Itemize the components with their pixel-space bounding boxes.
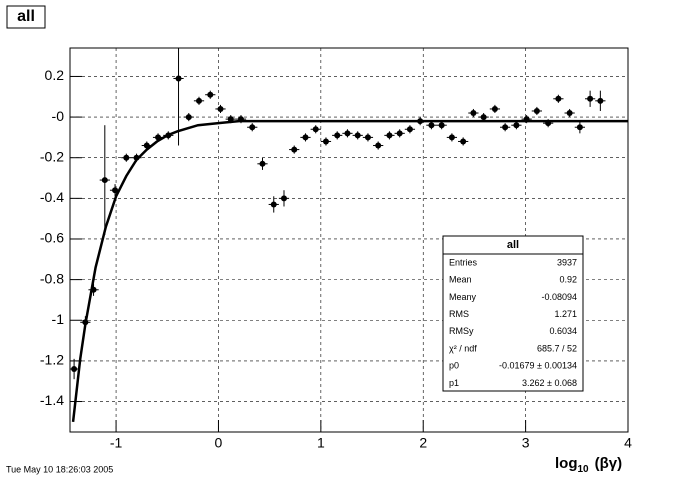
stats-label: χ² / ndf bbox=[449, 343, 477, 353]
data-point bbox=[354, 132, 361, 139]
stats-label: Mean bbox=[449, 275, 472, 285]
data-point bbox=[396, 130, 403, 137]
data-point bbox=[438, 122, 445, 129]
data-point bbox=[576, 124, 583, 131]
data-point bbox=[185, 114, 192, 121]
data-point bbox=[597, 97, 604, 104]
title-box bbox=[6, 5, 46, 29]
x-label-main: log bbox=[555, 455, 578, 472]
data-point bbox=[175, 75, 182, 82]
data-point bbox=[217, 105, 224, 112]
y-tick-label: -1.2 bbox=[40, 352, 64, 368]
x-label-rest: (βγ) bbox=[595, 455, 623, 472]
stats-value: -0.01679 ± 0.00134 bbox=[499, 361, 577, 371]
x-tick-label: 3 bbox=[522, 435, 530, 451]
stats-label: RMS bbox=[449, 309, 469, 319]
data-point bbox=[513, 122, 520, 129]
stats-label: p0 bbox=[449, 361, 459, 371]
data-point bbox=[112, 187, 119, 194]
data-point bbox=[334, 132, 341, 139]
stats-label: p1 bbox=[449, 378, 459, 388]
data-point bbox=[71, 366, 78, 373]
data-point bbox=[249, 124, 256, 131]
data-point bbox=[312, 126, 319, 133]
x-tick-label: -1 bbox=[110, 435, 123, 451]
data-point bbox=[280, 195, 287, 202]
stats-label: Entries bbox=[449, 257, 478, 267]
x-tick-label: 4 bbox=[624, 435, 632, 451]
data-point bbox=[533, 107, 540, 114]
fit-curve bbox=[71, 119, 628, 422]
data-point bbox=[480, 114, 487, 121]
x-axis-label: log10 (βγ) bbox=[555, 455, 622, 475]
data-point bbox=[322, 138, 329, 145]
data-point bbox=[448, 134, 455, 141]
data-point bbox=[270, 201, 277, 208]
data-point bbox=[344, 130, 351, 137]
plot-area bbox=[70, 48, 628, 422]
data-point bbox=[566, 110, 573, 117]
data-point bbox=[428, 122, 435, 129]
stats-value: 3.262 ± 0.068 bbox=[522, 378, 577, 388]
data-point bbox=[491, 105, 498, 112]
y-tick-label: -1.4 bbox=[40, 392, 64, 408]
data-point bbox=[502, 124, 509, 131]
stats-value: 0.6034 bbox=[549, 326, 577, 336]
y-tick-label: -0 bbox=[52, 108, 65, 124]
stats-value: 0.92 bbox=[559, 275, 577, 285]
x-label-sub: 10 bbox=[578, 464, 590, 475]
data-point bbox=[555, 95, 562, 102]
y-tick-label: -0.4 bbox=[40, 189, 64, 205]
data-point bbox=[196, 97, 203, 104]
y-tick-label: 0.2 bbox=[45, 67, 65, 83]
stats-title: all bbox=[507, 239, 519, 251]
stats-label: RMSy bbox=[449, 326, 474, 336]
timestamp: Tue May 10 18:26:03 2005 bbox=[6, 464, 113, 474]
chart-title: all bbox=[17, 8, 35, 25]
y-tick-label: -0.6 bbox=[40, 230, 64, 246]
data-point bbox=[460, 138, 467, 145]
data-point bbox=[207, 91, 214, 98]
data-point bbox=[406, 126, 413, 133]
stats-value: 3937 bbox=[557, 257, 577, 267]
data-point bbox=[291, 146, 298, 153]
data-point bbox=[123, 154, 130, 161]
y-tick-label: -1 bbox=[52, 311, 65, 327]
stats-value: 1.271 bbox=[554, 309, 577, 319]
data-point bbox=[470, 110, 477, 117]
x-tick-label: 1 bbox=[317, 435, 325, 451]
data-point bbox=[364, 134, 371, 141]
x-tick-label: 2 bbox=[419, 435, 427, 451]
stats-box bbox=[442, 235, 584, 392]
data-point bbox=[101, 177, 108, 184]
stats-label: Meany bbox=[449, 292, 477, 302]
data-point bbox=[302, 134, 309, 141]
data-point bbox=[259, 160, 266, 167]
stats-value: -0.08094 bbox=[541, 292, 577, 302]
data-point bbox=[587, 95, 594, 102]
data-point bbox=[375, 142, 382, 149]
x-tick-label: 0 bbox=[215, 435, 223, 451]
y-tick-label: -0.8 bbox=[40, 270, 64, 286]
y-tick-label: -0.2 bbox=[40, 148, 64, 164]
stats-value: 685.7 / 52 bbox=[537, 343, 577, 353]
data-point bbox=[386, 132, 393, 139]
